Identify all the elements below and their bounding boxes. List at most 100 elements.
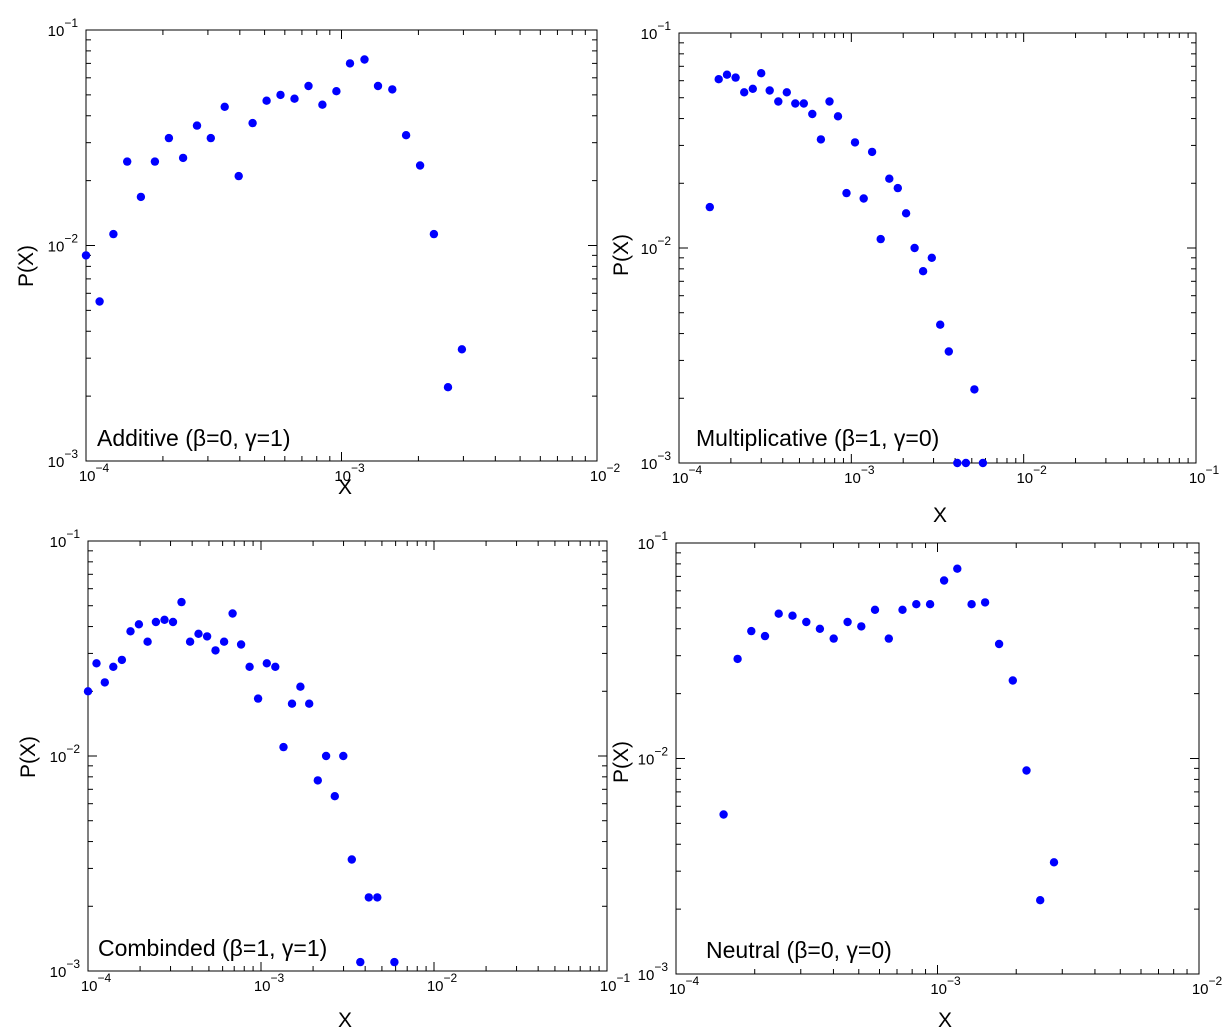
data-point: [927, 253, 936, 262]
data-point: [1049, 858, 1059, 867]
y-axis-label: P(X): [610, 234, 633, 276]
data-point: [360, 55, 369, 64]
data-point: [910, 243, 919, 253]
data-point: [953, 458, 962, 468]
data-point: [850, 138, 860, 147]
data-point: [808, 109, 817, 119]
data-point: [262, 96, 271, 105]
data-point: [330, 792, 339, 801]
data-point: [92, 659, 101, 668]
annotation-combined: Combinded (β=1, γ=1): [98, 935, 327, 961]
data-point: [857, 622, 866, 631]
data-point: [206, 133, 215, 143]
data-point: [901, 209, 911, 218]
data-point: [123, 157, 132, 166]
y-tick-label: 10−2: [638, 745, 669, 769]
data-point: [833, 112, 843, 121]
data-point: [978, 458, 988, 468]
data-point: [150, 157, 160, 166]
data-point: [898, 605, 907, 614]
data-point: [1036, 896, 1045, 905]
x-tick-label: 10−2: [1016, 463, 1047, 487]
data-point: [347, 855, 356, 864]
data-point: [859, 194, 868, 203]
data-point: [816, 135, 826, 144]
panel-neutral: 10−4 10−3 10−210−310−210−1XP(X)Neutral (β=…: [610, 529, 1223, 1032]
axis-ticks: [87, 540, 608, 972]
data-point: [867, 147, 877, 157]
data-point: [719, 810, 728, 819]
data-point: [944, 347, 953, 356]
panel-additive: 10−4 10−3 10−210−310−210−1XP(X)Additive (β…: [15, 16, 621, 499]
y-axis-label: P(X): [15, 245, 38, 287]
data-points: [719, 564, 1059, 905]
data-point: [126, 627, 135, 636]
data-point: [228, 609, 237, 618]
data-point: [939, 576, 949, 585]
plot-frame: [675, 542, 1200, 975]
x-tick-label: 10−3: [254, 971, 285, 995]
x-axis-label: X: [338, 476, 352, 499]
data-point: [339, 751, 348, 761]
data-point: [843, 617, 852, 627]
x-tick-label: 10−2: [427, 971, 458, 995]
data-point: [345, 59, 355, 68]
x-tick-label: 10−2: [1192, 974, 1223, 998]
data-point: [95, 297, 104, 306]
data-point: [722, 70, 732, 79]
x-tick-label: 10−4: [672, 463, 703, 487]
data-point: [733, 654, 742, 664]
data-point: [443, 383, 453, 392]
data-point: [364, 893, 373, 902]
data-point: [918, 267, 928, 276]
x-tick-label: 10−4: [81, 971, 112, 995]
data-point: [885, 174, 894, 183]
data-point: [177, 597, 186, 607]
data-point: [220, 102, 229, 112]
y-tick-label: 10−1: [48, 16, 79, 40]
data-point: [262, 659, 271, 668]
data-point: [747, 626, 756, 636]
data-point: [248, 118, 257, 128]
data-point: [782, 88, 791, 97]
data-point: [925, 600, 935, 609]
data-point: [1022, 766, 1031, 775]
data-point: [815, 624, 825, 633]
data-point: [912, 600, 921, 609]
x-tick-label: 10−3: [844, 463, 875, 487]
data-point: [185, 637, 195, 646]
y-tick-label: 10−3: [50, 957, 81, 981]
data-point: [151, 617, 161, 627]
y-tick-label: 10−3: [48, 447, 79, 471]
data-point: [705, 202, 714, 212]
data-point: [765, 86, 774, 95]
data-point: [980, 598, 990, 607]
y-tick-label: 10−1: [638, 529, 669, 553]
panel-multiplicative: 10−4 10−3 10−2 10−110−310−210−1XP(X)Multipl…: [610, 19, 1220, 527]
data-point: [788, 611, 797, 620]
data-point: [321, 751, 331, 761]
data-point: [757, 69, 766, 78]
data-point: [802, 617, 811, 627]
data-point: [236, 640, 246, 649]
y-tick-label: 10−3: [638, 960, 669, 984]
data-point: [936, 320, 945, 329]
data-point: [160, 615, 169, 624]
annotation-multiplicative: Multiplicative (β=1, γ=0): [696, 425, 939, 451]
y-tick-label: 10−2: [50, 742, 81, 766]
y-tick-label: 10−1: [641, 19, 672, 43]
data-point: [748, 84, 757, 94]
data-point: [825, 97, 834, 106]
y-tick-label: 10−2: [48, 232, 79, 256]
x-axis-label: X: [338, 1009, 352, 1032]
data-point: [791, 99, 800, 108]
data-point: [164, 133, 174, 143]
data-point: [290, 94, 299, 103]
x-tick-label: 10−4: [79, 461, 110, 485]
plot-frame: [85, 29, 598, 462]
data-point: [192, 121, 202, 130]
data-point: [415, 161, 425, 170]
data-point: [287, 699, 297, 708]
data-point: [774, 609, 783, 618]
data-point: [842, 188, 851, 198]
